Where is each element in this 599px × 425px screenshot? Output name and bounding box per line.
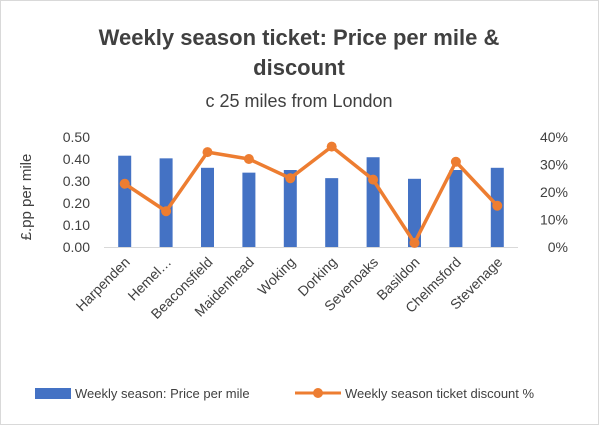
discount-point xyxy=(161,206,172,217)
x-tick-label: Woking xyxy=(254,254,298,298)
bar xyxy=(449,170,463,247)
y-axis-title: £.pp per mile xyxy=(18,154,35,241)
y2-tick-label: 10% xyxy=(540,212,568,228)
discount-point xyxy=(202,147,213,158)
discount-point xyxy=(285,173,296,184)
bar xyxy=(325,178,339,247)
bar xyxy=(159,158,173,247)
y-tick-label: 0.40 xyxy=(63,151,90,167)
discount-point xyxy=(368,174,379,185)
chart-subtitle: c 25 miles from London xyxy=(205,91,392,111)
bar xyxy=(283,170,297,247)
discount-point xyxy=(119,178,130,189)
bar xyxy=(242,172,256,247)
chart-title-line-1: Weekly season ticket: Price per mile & xyxy=(99,25,500,50)
bar xyxy=(118,155,132,247)
bar xyxy=(366,157,380,247)
y2-tick-label: 30% xyxy=(540,157,568,173)
legend-label-price-per-mile: Weekly season: Price per mile xyxy=(75,386,250,401)
discount-point xyxy=(492,200,503,211)
discount-point xyxy=(326,141,337,152)
plot-area: 0.00 0.10 0.20 0.30 0.40 0.50 0% 10% 20% 30% 40% Ha… xyxy=(63,129,568,322)
y2-tick-label: 40% xyxy=(540,129,568,145)
discount-line xyxy=(123,144,499,245)
chart-title-line-2: discount xyxy=(253,55,345,80)
discount-point xyxy=(243,154,254,164)
y2-tick-label: 20% xyxy=(540,184,568,200)
y-tick-label: 0.20 xyxy=(63,195,90,211)
x-tick-label: Harpenden xyxy=(73,254,133,314)
bar xyxy=(201,167,214,247)
discount-point xyxy=(409,237,420,248)
discount-point xyxy=(450,156,461,167)
y-tick-label: 0.10 xyxy=(63,217,90,233)
y-tick-label: 0.00 xyxy=(63,239,90,255)
legend-label-discount: Weekly season ticket discount % xyxy=(345,386,535,401)
y-tick-label: 0.30 xyxy=(63,173,90,189)
y2-tick-label: 0% xyxy=(548,239,568,255)
bar xyxy=(408,178,421,247)
legend: Weekly season: Price per mile Weekly sea… xyxy=(35,386,535,401)
legend-swatch-bar xyxy=(35,388,71,399)
y-tick-label: 0.50 xyxy=(63,129,90,145)
legend-swatch-marker xyxy=(313,388,323,398)
